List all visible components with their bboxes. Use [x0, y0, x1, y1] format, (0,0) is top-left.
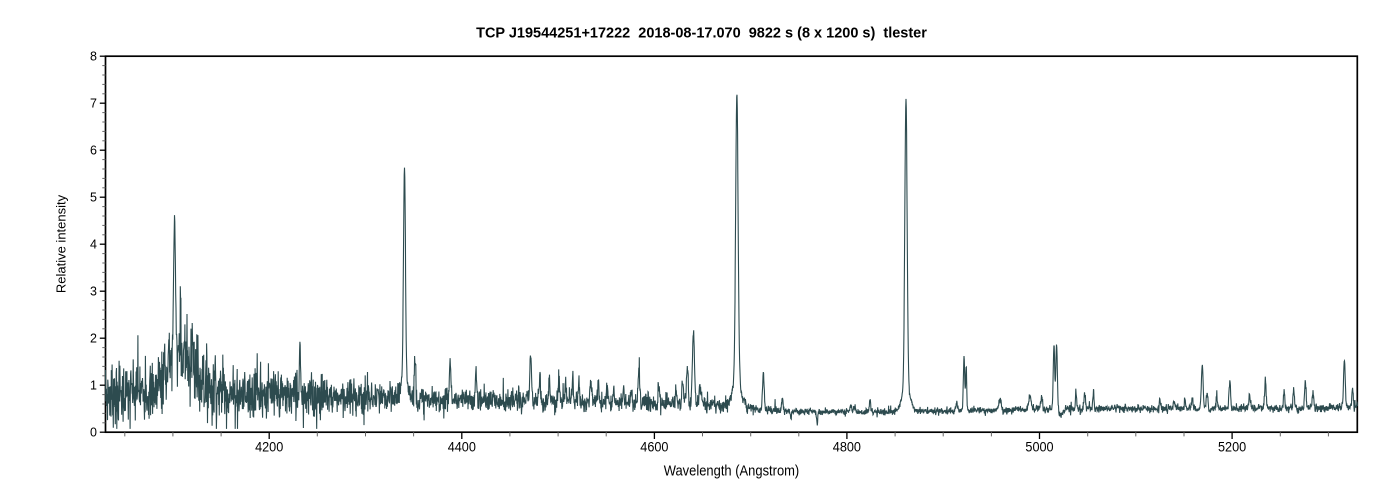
svg-text:1: 1	[90, 379, 97, 393]
svg-text:4400: 4400	[448, 440, 476, 455]
svg-text:6: 6	[90, 144, 97, 158]
svg-text:8: 8	[90, 50, 97, 64]
svg-text:0: 0	[90, 426, 97, 440]
svg-text:4800: 4800	[833, 440, 861, 455]
svg-text:4200: 4200	[255, 440, 283, 455]
svg-text:5000: 5000	[1025, 440, 1053, 455]
svg-text:TCP J19544251+17222 2018-08-1: TCP J19544251+17222 2018-08-17.070 9822 …	[476, 26, 927, 42]
svg-text:2: 2	[90, 332, 97, 346]
svg-text:Wavelength (Angstrom): Wavelength (Angstrom)	[664, 463, 800, 480]
svg-text:5200: 5200	[1218, 440, 1246, 455]
svg-text:3: 3	[90, 285, 97, 299]
svg-text:4: 4	[90, 238, 97, 252]
svg-text:5: 5	[90, 191, 97, 205]
svg-text:Relative intensity: Relative intensity	[54, 194, 69, 293]
svg-text:4600: 4600	[640, 440, 668, 455]
svg-text:7: 7	[90, 97, 97, 111]
